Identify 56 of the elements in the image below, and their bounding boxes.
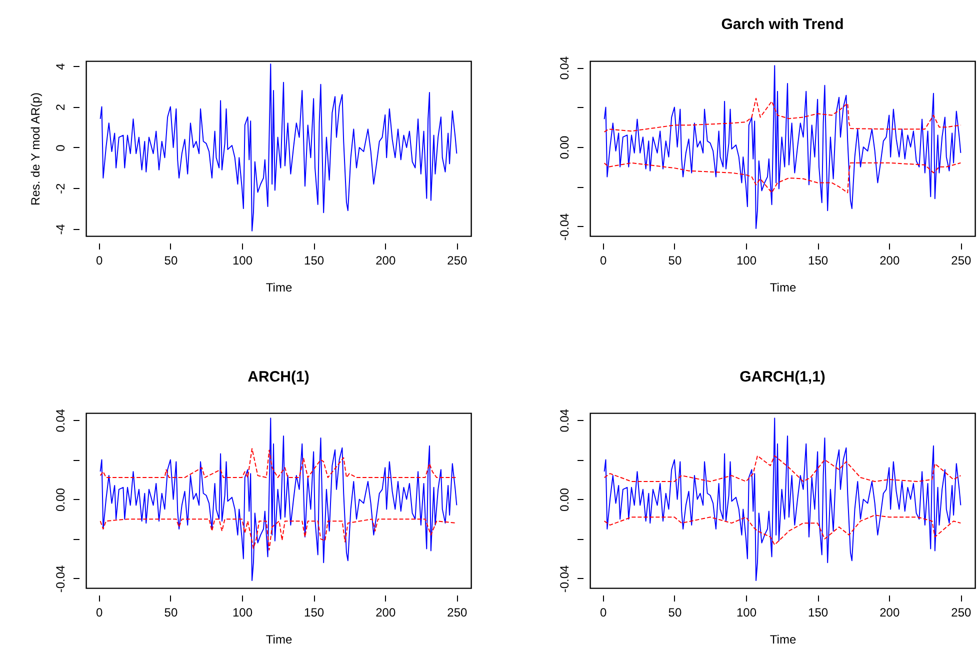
y-tick-label: 0	[54, 144, 68, 152]
x-tick-label: 150	[808, 254, 828, 268]
x-tick-label: 250	[447, 606, 468, 620]
y-tick-label: -2	[54, 183, 68, 194]
chart-title: ARCH(1)	[248, 368, 310, 386]
x-tick-label: 100	[736, 606, 757, 620]
x-tick-label: 50	[164, 606, 178, 620]
y-tick-label: 0.04	[558, 56, 572, 80]
x-tick-label: 250	[447, 254, 468, 268]
y-tick-label: 0.04	[54, 408, 68, 432]
line-series	[100, 64, 458, 232]
y-tick-label: 0.00	[54, 488, 68, 512]
y-tick-label: 4	[54, 62, 68, 70]
x-axis-title: Time	[266, 632, 292, 646]
x-tick-label: 200	[376, 606, 396, 620]
x-tick-label: 50	[164, 254, 178, 268]
line-series	[604, 418, 962, 581]
x-tick-label: 200	[880, 606, 900, 620]
y-tick-label: 2	[54, 104, 68, 111]
x-tick-label: 200	[880, 254, 900, 268]
x-tick-label: 100	[232, 254, 253, 268]
line-series	[604, 65, 962, 229]
x-tick-label: 100	[736, 254, 757, 268]
x-tick-label: 0	[96, 606, 104, 620]
y-axis-title: Res. de Y mod AR(p)	[28, 92, 42, 206]
line-series	[604, 455, 962, 482]
line-series	[100, 518, 458, 550]
x-tick-label: 250	[951, 606, 972, 620]
y-tick-label: -0.04	[558, 565, 572, 593]
line-series	[604, 98, 962, 132]
x-tick-label: 0	[600, 254, 608, 268]
line-series	[100, 448, 458, 478]
x-axis-title: Time	[266, 280, 292, 294]
x-axis-title: Time	[770, 280, 796, 294]
chart-title: GARCH(1,1)	[740, 368, 826, 386]
y-tick-label: -0.04	[558, 212, 572, 241]
y-tick-label: 0.04	[558, 408, 572, 432]
y-tick-label: -0.04	[54, 565, 68, 593]
x-tick-label: 50	[668, 254, 682, 268]
line-series	[604, 514, 962, 546]
x-tick-label: 0	[600, 606, 608, 620]
line-series	[100, 418, 458, 581]
line-series	[604, 162, 962, 194]
x-tick-label: 200	[376, 254, 396, 268]
chart-title: Garch with Trend	[721, 16, 844, 33]
y-tick-label: -4	[54, 224, 68, 235]
x-tick-label: 50	[668, 606, 682, 620]
x-tick-label: 100	[232, 606, 253, 620]
x-tick-label: 150	[304, 254, 324, 268]
x-tick-label: 250	[951, 254, 972, 268]
x-axis-title: Time	[770, 632, 796, 646]
y-tick-label: 0.00	[558, 136, 572, 160]
x-tick-label: 0	[96, 254, 104, 268]
x-tick-label: 150	[808, 606, 828, 620]
y-tick-label: 0.00	[558, 488, 572, 512]
x-tick-label: 150	[304, 606, 324, 620]
